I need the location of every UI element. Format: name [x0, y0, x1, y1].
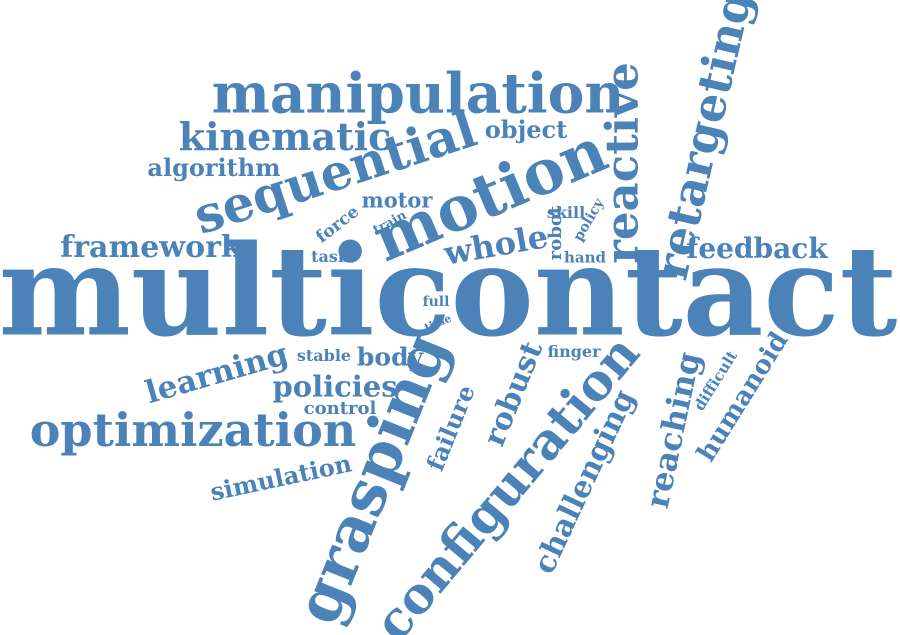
- word-robot: robot: [545, 205, 566, 261]
- word-multicontact: multicontact: [0, 218, 898, 365]
- word-object: object: [484, 115, 568, 144]
- word-skill: skill: [546, 203, 586, 222]
- word-kinematic: kinematic: [178, 114, 392, 159]
- word-feedback: feedback: [686, 232, 828, 265]
- word-reactive: reactive: [595, 62, 649, 264]
- word-body: body: [356, 342, 424, 372]
- word-motor: motor: [361, 187, 433, 213]
- word-framework: framework: [60, 230, 242, 265]
- word-policies: policies: [272, 369, 398, 404]
- word-algorithm: algorithm: [147, 153, 281, 182]
- word-hand: hand: [563, 248, 607, 267]
- word-stable: stable: [296, 346, 352, 365]
- word-finger: finger: [547, 342, 601, 361]
- word-control: control: [303, 398, 377, 419]
- word-reaching: reaching: [637, 348, 709, 512]
- word-task: task: [311, 247, 349, 266]
- word-optimization: optimization: [29, 403, 357, 457]
- word-manipulation: manipulation: [211, 60, 625, 126]
- word-full: full: [422, 294, 450, 310]
